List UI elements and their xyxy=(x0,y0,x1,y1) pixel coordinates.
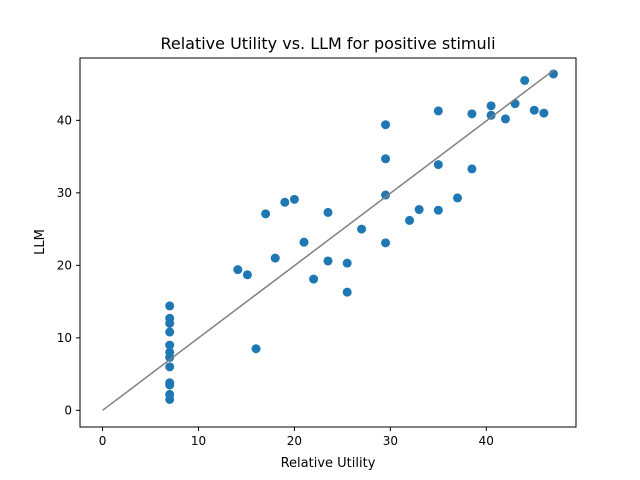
data-point xyxy=(381,238,391,248)
data-point xyxy=(342,258,352,268)
data-point xyxy=(453,193,463,203)
data-point xyxy=(381,190,391,200)
data-point xyxy=(165,378,175,388)
y-axis: 0 10 20 30 40 xyxy=(57,113,80,417)
data-point xyxy=(165,301,175,311)
x-axis-label: Relative Utility xyxy=(281,456,376,471)
x-tick-label: 0 xyxy=(99,434,107,448)
data-point xyxy=(510,99,520,109)
x-axis: 0 10 20 30 40 xyxy=(99,427,494,448)
data-point xyxy=(299,237,309,247)
data-point xyxy=(539,108,549,118)
data-point xyxy=(242,270,252,280)
y-tick-label: 40 xyxy=(57,113,72,127)
data-point xyxy=(381,154,391,164)
data-point xyxy=(500,114,510,124)
data-point xyxy=(165,362,175,372)
data-point xyxy=(289,194,299,204)
y-tick-label: 30 xyxy=(57,186,72,200)
data-point xyxy=(323,207,333,217)
y-tick-label: 20 xyxy=(57,258,72,272)
data-point xyxy=(165,389,175,399)
data-point xyxy=(486,110,496,120)
y-tick-label: 0 xyxy=(64,403,72,417)
data-point xyxy=(270,253,280,263)
data-point xyxy=(529,105,539,115)
x-tick-label: 40 xyxy=(479,434,494,448)
data-point xyxy=(381,120,391,130)
chart-title: Relative Utility vs. LLM for positive st… xyxy=(160,34,495,53)
data-point xyxy=(251,344,261,354)
data-point xyxy=(433,205,443,215)
data-point xyxy=(280,197,290,207)
data-point xyxy=(165,347,175,357)
axes-frame xyxy=(79,57,577,428)
x-tick-label: 20 xyxy=(287,434,302,448)
data-point xyxy=(165,313,175,323)
data-point xyxy=(486,101,496,111)
data-point xyxy=(165,340,175,350)
y-axis-label: LLM xyxy=(33,229,48,255)
x-tick-label: 30 xyxy=(383,434,398,448)
x-tick-label: 10 xyxy=(191,434,206,448)
data-point xyxy=(323,256,333,266)
data-point xyxy=(433,160,443,170)
data-point xyxy=(309,274,319,284)
data-point xyxy=(261,209,271,219)
data-point xyxy=(342,287,352,297)
y-tick-label: 10 xyxy=(57,331,72,345)
data-point xyxy=(405,215,415,225)
data-point xyxy=(414,205,424,215)
data-point xyxy=(467,164,477,174)
data-point xyxy=(233,265,243,275)
fit-line xyxy=(102,69,554,411)
data-point xyxy=(520,75,530,85)
data-point xyxy=(357,224,367,234)
plot-area xyxy=(102,69,558,411)
data-point xyxy=(467,109,477,119)
data-point xyxy=(433,106,443,116)
data-point xyxy=(165,327,175,337)
